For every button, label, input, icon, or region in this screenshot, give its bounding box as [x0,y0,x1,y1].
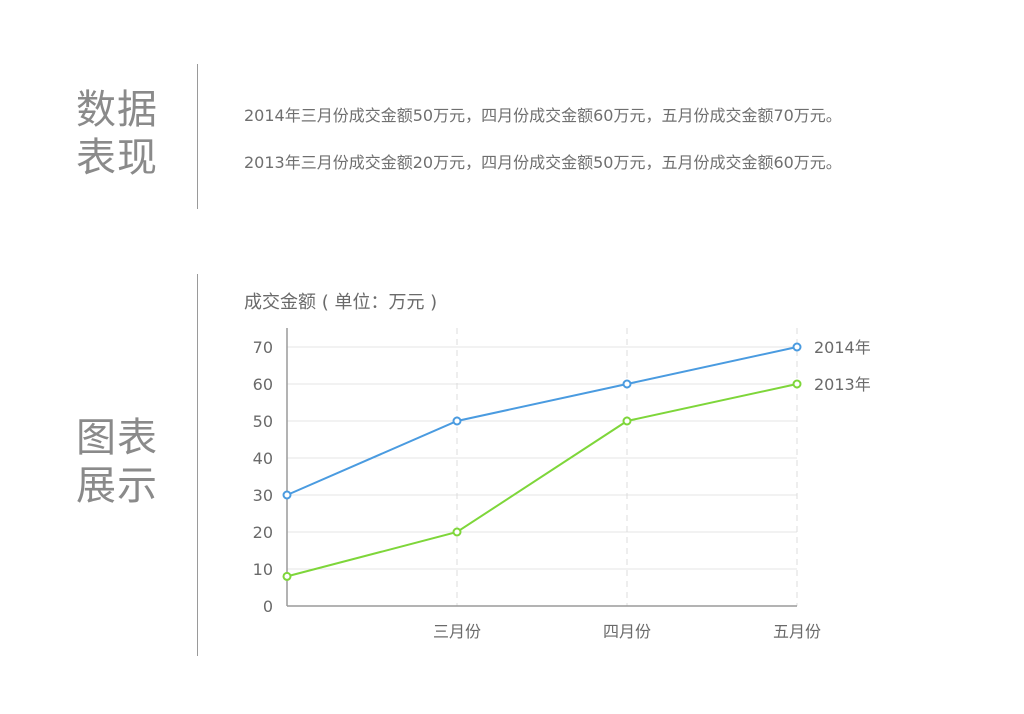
series-label: 2014年 [814,338,871,357]
series-point [622,379,632,389]
chart-labels: 0 10 20 30 40 50 60 70 三月份 四月份 五月份 2014年 2013年 [253,338,871,641]
section-divider-data [197,64,198,209]
series-line-2013年 [286,383,798,578]
series-line-2014年 [286,346,798,496]
y-tick-label: 70 [253,338,273,357]
series-point [622,416,632,426]
series-label: 2013年 [814,375,871,394]
series-point [452,527,462,537]
y-tick-label: 0 [263,597,273,616]
y-tick-label: 60 [253,375,273,394]
y-tick-label: 40 [253,449,273,468]
series-point [282,571,292,581]
section-title-chart: 图表 展示 [76,414,172,510]
x-tick-label: 五月份 [773,622,821,641]
chart-title: 成交金额 ( 单位：万元 ) [244,292,437,313]
y-tick-label: 30 [253,486,273,505]
y-tick-label: 20 [253,523,273,542]
series-point [282,490,292,500]
y-tick-label: 50 [253,412,273,431]
description-line-2014: 2014年三月份成交金额50万元，四月份成交金额60万元，五月份成交金额70万元… [244,106,842,125]
x-tick-label: 四月份 [603,622,651,641]
section-title-chart-line2: 展示 [76,463,158,509]
chart-axes [286,328,797,607]
section-title-data: 数据 表现 [76,86,172,182]
section-title-chart-line1: 图表 [76,415,158,461]
section-title-data-line2: 表现 [76,135,158,181]
section-divider-chart [197,274,198,656]
series-point [452,416,462,426]
y-tick-label: 10 [253,560,273,579]
chart-series [282,342,802,581]
section-title-data-line1: 数据 [76,87,158,133]
chart-grid [287,328,798,606]
x-tick-label: 三月份 [433,622,481,641]
description-line-2013: 2013年三月份成交金额20万元，四月份成交金额50万元，五月份成交金额60万元… [244,153,842,172]
series-point [792,379,802,389]
series-point [792,342,802,352]
